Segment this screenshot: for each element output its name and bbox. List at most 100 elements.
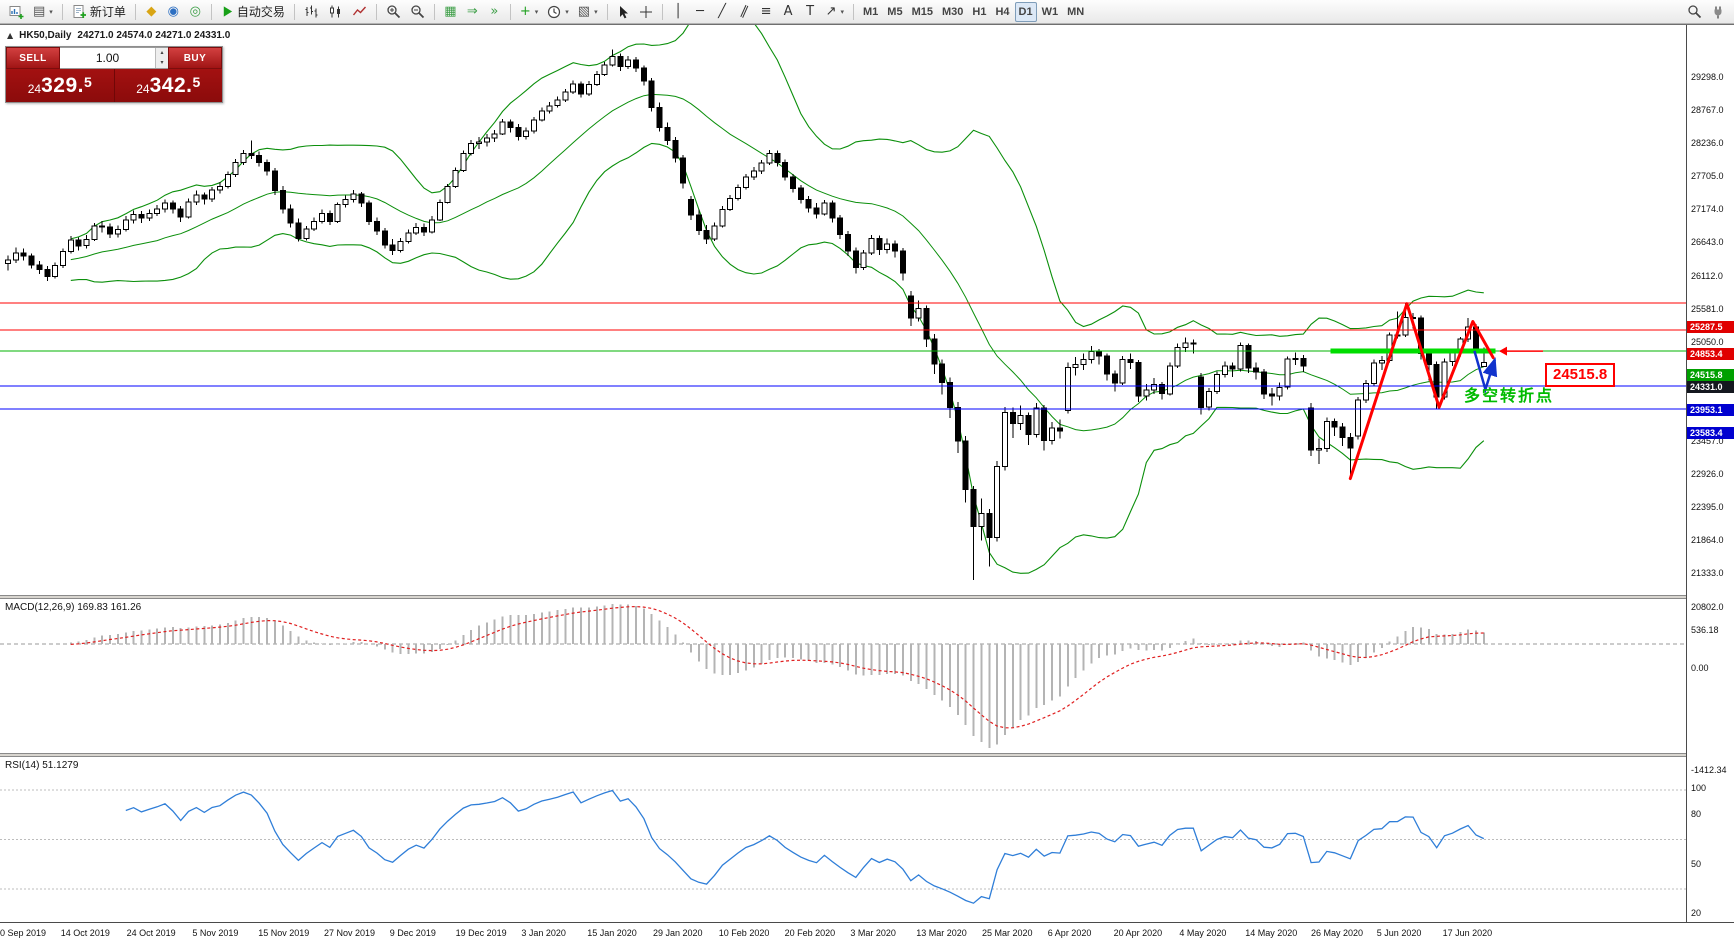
channel-tool-button[interactable]: ∥: [734, 2, 755, 22]
autotrading-button[interactable]: 自动交易: [217, 2, 289, 22]
market-watch-icon: ◉: [167, 4, 179, 19]
chart-profiles-button[interactable]: ▤ ▾: [29, 2, 57, 22]
line-chart-mode-button[interactable]: [348, 2, 371, 22]
auto-scroll-button[interactable]: ⇒: [462, 2, 483, 22]
rsi-canvas[interactable]: [0, 757, 1686, 922]
rsi-panel: RSI(14) 51.1279: [0, 757, 1686, 922]
sell-price-big: 329.: [41, 73, 84, 97]
trend-zigzag-annotation[interactable]: [1348, 302, 1495, 481]
sell-price[interactable]: 24 329. 5: [6, 69, 115, 102]
date-axis[interactable]: 30 Sep 2019 14 Oct 2019 24 Oct 2019 5 Nov 2…: [0, 922, 1734, 947]
tf-m15-button[interactable]: M15: [911, 5, 933, 18]
tf-h1-button[interactable]: H1: [972, 5, 987, 18]
volume-value[interactable]: 1.00: [95, 51, 120, 65]
toolbar-separator: [134, 3, 136, 20]
candles-layer[interactable]: [5, 49, 1487, 580]
arrows-tool-button[interactable]: ↗ ▾: [822, 2, 848, 22]
price-axis-label: 22926.0: [1691, 469, 1724, 480]
text-tool-button[interactable]: A: [778, 2, 799, 22]
buy-button[interactable]: BUY: [168, 47, 222, 69]
market-watch-button[interactable]: ◉: [163, 2, 184, 22]
connection-button[interactable]: [1707, 2, 1729, 22]
panel-separator[interactable]: [0, 595, 1734, 599]
metaeditor-button[interactable]: ◆: [141, 2, 162, 22]
strategy-tester-icon: ◎: [189, 4, 201, 19]
new-order-button[interactable]: 新订单: [68, 2, 130, 22]
periods-button-caret-icon[interactable]: ▾: [565, 7, 569, 16]
periods-button[interactable]: ▾: [543, 2, 573, 22]
tf-d1-button[interactable]: D1: [1014, 1, 1037, 22]
tf-m5-button[interactable]: M5: [887, 5, 903, 18]
channel-tool-icon: ∥: [738, 3, 751, 20]
chart-title: ▲ HK50,Daily 24271.0 24574.0 24271.0 243…: [7, 30, 230, 41]
tf-h4-button[interactable]: H4: [995, 5, 1010, 18]
templates-icon: ▧: [577, 4, 591, 19]
macd-canvas[interactable]: [0, 599, 1686, 753]
trendline-tool-button[interactable]: ╱: [712, 2, 733, 22]
line-chart-mode-icon: [352, 6, 366, 16]
horizontal-line-tool-button[interactable]: ─: [690, 2, 711, 22]
new-chart-icon: [9, 6, 24, 19]
templates-button-caret-icon[interactable]: ▾: [594, 7, 598, 16]
chart-shift-button[interactable]: »: [484, 2, 505, 22]
tf-m30-button[interactable]: M30: [941, 5, 964, 18]
price-axis-label: 27705.0: [1691, 171, 1724, 182]
text-label-tool-button[interactable]: T: [800, 2, 821, 22]
arrows-tool-button-caret-icon[interactable]: ▾: [840, 7, 845, 16]
tf-mn-button[interactable]: MN: [1067, 5, 1085, 18]
chart-profiles-button-caret-icon[interactable]: ▾: [49, 7, 53, 16]
date-axis-label: 10 Feb 2020: [718, 928, 770, 938]
periods-icon: [548, 5, 561, 18]
one-click-collapse-icon[interactable]: ▲: [7, 31, 14, 40]
sell-price-prefix: 24: [27, 81, 42, 96]
date-axis-label: 20 Feb 2020: [784, 928, 836, 938]
vertical-line-tool-button[interactable]: │: [668, 2, 689, 22]
strategy-tester-button[interactable]: ◎: [185, 2, 206, 22]
rsi-label: RSI(14) 51.1279: [5, 760, 79, 771]
horizontal-line-tool-icon: ─: [696, 4, 704, 19]
new-order-icon: [73, 5, 86, 18]
volume-up-icon[interactable]: ▴: [156, 48, 168, 58]
panel-separator[interactable]: [0, 753, 1734, 757]
toolbar-separator: [509, 3, 511, 20]
toolbar-separator: [433, 3, 435, 20]
auto-scroll-icon: ⇒: [466, 4, 478, 19]
date-axis-label: 6 Apr 2020: [1047, 928, 1092, 938]
indicators-button-caret-icon[interactable]: ▾: [534, 7, 539, 16]
search-button[interactable]: [1683, 2, 1706, 22]
templates-button[interactable]: ▧ ▾: [574, 2, 602, 22]
sell-button[interactable]: SELL: [6, 47, 60, 69]
hline-price-tag: 25287.5: [1687, 320, 1734, 333]
price-axis-label: 29298.0: [1691, 71, 1724, 82]
pivot-point-label[interactable]: 多空转折点: [1464, 388, 1555, 405]
main-chart-canvas[interactable]: [0, 25, 1686, 595]
volume-down-icon[interactable]: ▾: [156, 58, 168, 68]
volume-field[interactable]: 1.00 ▴ ▾: [60, 47, 168, 69]
date-axis-label: 13 Mar 2020: [916, 928, 967, 938]
candlestick-mode-button[interactable]: [324, 2, 347, 22]
price-axis[interactable]: 536.18 0.00 -1412.34 100 80 50 20 29298.0 287…: [1686, 25, 1734, 922]
bollinger-bands: [70, 25, 1485, 574]
zoom-in-button[interactable]: [382, 2, 405, 22]
volume-stepper[interactable]: ▴ ▾: [155, 48, 168, 68]
date-axis-label: 15 Jan 2020: [587, 928, 637, 938]
toolbar-separator: [606, 3, 608, 20]
date-axis-label: 27 Nov 2019: [324, 928, 376, 938]
buy-price[interactable]: 24 342. 5: [114, 69, 222, 102]
one-click-trading-panel: SELL 1.00 ▴ ▾ BUY 24 329. 5 2: [5, 46, 223, 103]
new-chart-button[interactable]: [5, 2, 28, 22]
blue-arrow-annotation[interactable]: [1473, 350, 1498, 394]
crosshair-tool-button[interactable]: [635, 2, 657, 22]
rsi-line: [125, 789, 1485, 904]
fibonacci-tool-button[interactable]: ≡: [756, 2, 777, 22]
tf-w1-button[interactable]: W1: [1041, 5, 1059, 18]
tf-m1-button[interactable]: M1: [863, 5, 879, 18]
horizontal-lines[interactable]: [0, 302, 1686, 410]
cursor-tool-button[interactable]: [613, 2, 634, 22]
zoom-out-button[interactable]: [406, 2, 429, 22]
price-callout-box[interactable]: 24515.8: [1545, 363, 1616, 388]
toolbar-separator: [210, 3, 212, 20]
indicators-button[interactable]: + ▾: [516, 2, 542, 22]
tile-windows-button[interactable]: ▦: [440, 2, 461, 22]
bar-chart-mode-button[interactable]: [300, 2, 323, 22]
